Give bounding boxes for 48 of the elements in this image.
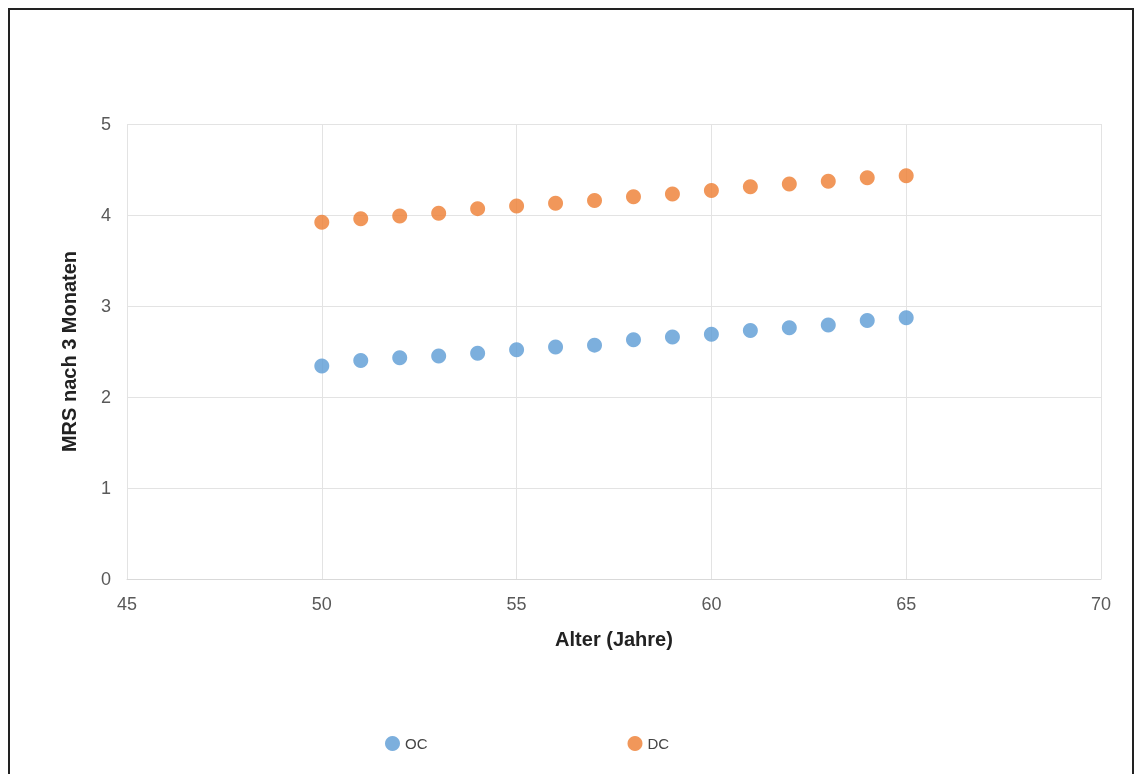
legend-label: DC [647,735,670,752]
y-tick-label: 5 [100,114,111,134]
point [859,313,875,329]
point [626,189,641,205]
point [898,168,914,184]
y-tick-label: 2 [100,387,111,407]
point [548,339,564,355]
point [820,317,836,333]
x-tick-label: 55 [506,594,527,614]
point [353,353,369,369]
point [587,337,603,353]
y-axis-title: MRS nach 3 Monaten [58,250,80,453]
point [470,201,486,217]
point [859,170,875,186]
point [781,176,797,192]
point [548,195,564,211]
point [664,186,680,202]
point [509,342,525,358]
legend-label: OC [405,735,428,752]
point [781,320,797,336]
point [314,358,330,374]
point [742,323,758,339]
point [664,329,680,345]
point [626,332,641,348]
point [742,179,758,195]
x-axis-title: Alter (Jahre) [555,628,673,650]
x-tick-label: 50 [311,594,332,614]
point [431,205,447,221]
point [314,214,330,230]
point [703,182,719,198]
y-tick-label: 0 [100,569,111,589]
point [431,348,447,364]
x-tick-label: 70 [1090,594,1112,614]
point [820,173,836,189]
point [509,198,525,214]
point [587,192,603,208]
point [392,208,408,224]
y-tick-label: 3 [100,296,111,316]
y-tick-label: 1 [100,478,111,498]
point [353,211,369,227]
point [898,310,914,326]
x-tick-label: 65 [896,594,917,614]
x-tick-label: 60 [701,594,722,614]
x-tick-label: 45 [116,594,138,614]
point [703,326,719,342]
point [392,350,408,366]
point [470,345,486,361]
y-tick-label: 4 [100,205,111,225]
